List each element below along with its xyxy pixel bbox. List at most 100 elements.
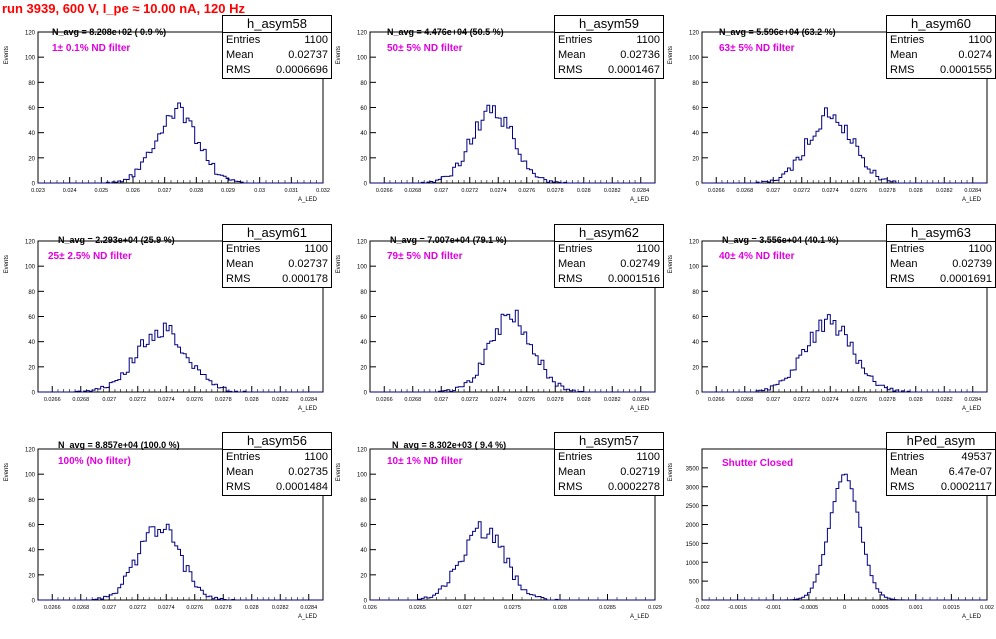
histogram-plot: 0 20 40 60 80 100 120 0.0266 0.0268 0.027 0.0272 0.… [4,240,324,412]
y-tick-label: 40 [692,131,699,137]
y-tick-label: 40 [360,131,367,137]
stat-label-rms: RMS [558,273,583,285]
stat-entries: 1100 [304,451,328,463]
stats-box: h_asym59 Entries 1100 Mean 0.02736 RMS 0.00… [554,15,664,79]
stat-label-entries: Entries [890,34,925,46]
y-tick-label: 100 [689,56,700,62]
histogram-name: h_asym57 [555,433,663,450]
stat-mean: 0.02749 [620,258,660,270]
x-tick-label: 0.0276 [850,397,867,403]
x-tick-label: 0.0284 [300,397,317,403]
y-tick-label: 120 [25,31,36,37]
x-tick-label: 0.0278 [215,397,232,403]
x-tick-label: 0.0274 [158,605,175,611]
histogram-series [38,102,323,184]
stat-label-rms: RMS [226,64,251,76]
stat-mean: 0.0274 [958,49,992,61]
stat-label-mean: Mean [890,258,918,270]
stat-label-mean: Mean [226,258,254,270]
x-axis-title: A_LED [630,197,650,203]
x-axis-title: A_LED [962,614,982,620]
y-tick-label: 0 [32,182,36,188]
stat-rms: 0.0001691 [940,273,992,285]
x-tick-label: 0.0272 [129,397,146,403]
y-axis-title: Events [4,46,10,64]
histogram-plot: 0 20 40 60 80 100 120 0.023 0.024 0.025 0.026 0.027… [4,31,330,204]
y-tick-label: 20 [692,156,699,162]
x-tick-label: 0.028 [245,397,259,403]
stats-box: h_asym61 Entries 1100 Mean 0.02737 RMS 0.00… [222,224,332,288]
n-avg-label: N_avg = 4.476e+04 (50.5 %) [387,27,504,37]
x-tick-label: 0.0282 [272,605,289,611]
histogram-name: h_asym60 [887,16,995,33]
x-tick-label: 0.0274 [490,188,507,194]
y-tick-label: 0 [32,391,36,397]
x-tick-label: 0.027 [102,397,116,403]
x-tick-label: 0.023 [31,188,45,194]
x-tick-label: 0.029 [221,188,235,194]
histogram-series [370,521,655,601]
y-tick-label: 80 [692,290,699,296]
filter-label: 40± 4% ND filter [719,251,795,262]
histogram-series [702,314,987,393]
x-tick-label: 0.0266 [708,188,725,194]
x-tick-label: -0.0015 [728,605,747,611]
x-tick-label: 0.0272 [461,188,478,194]
x-tick-label: 0.0268 [736,397,753,403]
y-axis-title: Events [668,463,674,481]
x-tick-label: 0.0265 [409,605,426,611]
x-tick-label: 0.025 [94,188,108,194]
y-tick-label: 40 [360,340,367,346]
x-tick-label: 0.0275 [504,605,521,611]
stat-entries: 1100 [968,243,992,255]
stat-label-mean: Mean [558,258,586,270]
histogram-plot: 0 20 40 60 80 100 120 0.0266 0.0268 0.027 0.0272 0.… [336,31,656,203]
x-tick-label: 0.0276 [186,397,203,403]
x-tick-label: 0.0284 [964,397,981,403]
x-tick-label: 0.026 [363,605,377,611]
x-tick-label: 0.024 [63,188,77,194]
x-axis-title: A_LED [298,406,318,412]
x-tick-label: 0.026 [126,188,140,194]
y-axis-title: Events [336,463,342,481]
x-tick-label: 0.0272 [461,397,478,403]
stat-label-rms: RMS [890,273,915,285]
x-tick-label: 0.0272 [129,605,146,611]
x-tick-label: 0.0282 [936,188,953,194]
x-tick-label: -0.002 [694,605,710,611]
y-axis-title: Events [668,46,674,64]
stat-label-entries: Entries [558,34,593,46]
x-tick-label: 0.028 [189,188,203,194]
filter-label: Shutter Closed [722,458,794,469]
y-tick-label: 80 [360,81,367,87]
stat-rms: 0.0001484 [276,481,328,493]
histogram-name: h_asym56 [223,433,331,450]
histogram-plot: 0 20 40 60 80 100 120 0.0266 0.0268 0.027 0.0272 0.… [4,448,324,620]
x-tick-label: 0.0284 [300,605,317,611]
histogram-name: h_asym62 [555,225,663,242]
stat-label-rms: RMS [226,273,251,285]
y-tick-label: 0 [364,182,368,188]
y-tick-label: 100 [357,473,368,479]
x-tick-label: 0.0278 [547,397,564,403]
y-tick-label: 3500 [686,466,700,472]
x-tick-label: -0.0005 [800,605,819,611]
x-tick-label: 0.027 [434,397,448,403]
x-tick-label: 0.027 [102,605,116,611]
stats-box: h_asym60 Entries 1100 Mean 0.0274 RMS 0.000… [886,15,996,79]
stat-rms: 0.0001555 [940,64,992,76]
y-tick-label: 40 [692,340,699,346]
x-tick-label: 0.0276 [518,397,535,403]
x-tick-label: 0.029 [648,605,662,611]
x-tick-label: 0.027 [158,188,172,194]
histogram-panel-5: 0 20 40 60 80 100 120 0.0266 0.0268 0.027 0.0272 0.… [332,224,664,431]
x-axis-title: A_LED [298,197,318,203]
stats-box: h_asym57 Entries 1100 Mean 0.02719 RMS 0.00… [554,432,664,496]
y-tick-label: 0 [696,391,700,397]
y-tick-label: 3000 [686,485,700,491]
stat-rms: 0.0002278 [608,481,660,493]
y-tick-label: 20 [28,573,35,579]
stat-label-mean: Mean [890,49,918,61]
x-tick-label: 0.0272 [793,188,810,194]
x-tick-label: 0.0266 [376,397,393,403]
